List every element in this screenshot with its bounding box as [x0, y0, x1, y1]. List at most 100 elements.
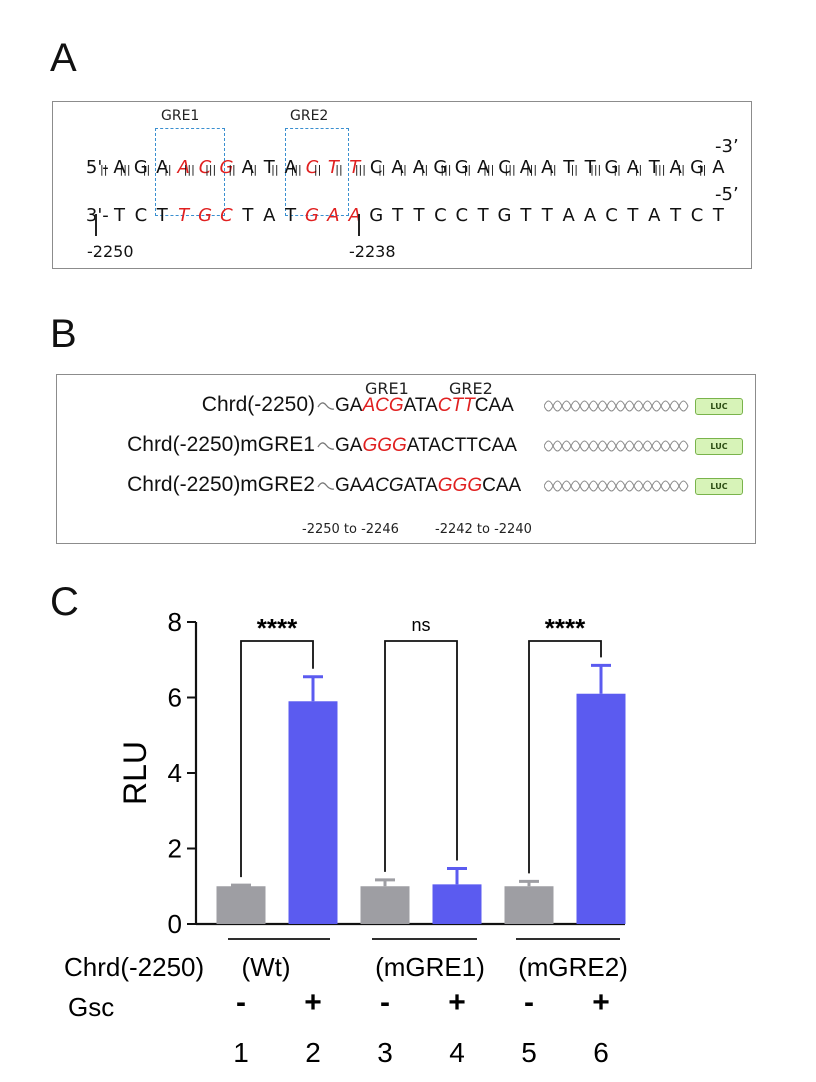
top-strand-base: C: [305, 157, 319, 178]
luciferase-box: LUC: [695, 438, 743, 455]
sequence-panel: GRE1 GRE2 5'- A G A A C G A T A C T T C A A G G A C A A T T G A T A…: [52, 101, 752, 269]
linker-icon: [317, 482, 335, 490]
base-pair-bond: |||: [525, 163, 538, 176]
top-strand-base: T: [563, 157, 575, 178]
gsc-sign: +: [592, 986, 610, 1019]
bottom-strand-base: T: [477, 205, 489, 226]
base-pair-bond: |||: [483, 163, 495, 176]
y-tick-label: 8: [168, 607, 182, 637]
construct-sequence: GAGGGATACTTCAA: [335, 435, 517, 457]
gre1-label: GRE1: [161, 108, 200, 124]
y-tick-label: 4: [168, 758, 182, 788]
base-pair-bond: ||: [378, 163, 386, 176]
lane-number: 2: [305, 1037, 321, 1068]
top-strand-base: T: [263, 157, 275, 178]
significance-bracket: [240, 640, 314, 878]
sequence-segment: ATACTTCAA: [406, 435, 517, 456]
bottom-strand-base: T: [520, 205, 532, 226]
base-pair-bond: |||: [654, 163, 666, 176]
lane-number: 5: [521, 1037, 537, 1068]
base-pair-bond: |||: [354, 163, 366, 176]
top-strand-base: A: [412, 157, 426, 178]
position-tick-left: [95, 214, 97, 236]
bottom-strand-base: T: [670, 205, 682, 226]
sequence-segment: ACG: [362, 475, 404, 496]
top-strand-base: A: [476, 157, 490, 178]
range-label-gre2: -2242 to -2240: [435, 522, 532, 537]
significance-bracket: [384, 640, 458, 872]
sequence-segment: CAA: [474, 395, 514, 416]
base-pair-bond: ||: [99, 163, 108, 176]
bar: [216, 886, 266, 924]
base-pair-bond: ||: [677, 163, 685, 176]
top-strand-base: G: [433, 157, 448, 178]
top-strand-base: A: [177, 157, 190, 178]
bar: [504, 886, 554, 924]
base-pair-bond: ||: [271, 163, 279, 176]
bottom-strand-base: A: [327, 205, 340, 226]
gsc-sign: -: [380, 986, 390, 1019]
bottom-strand-prefix: 3'-: [85, 205, 109, 226]
base-pair-bond: ||: [613, 163, 621, 176]
bottom-strand-base: C: [434, 205, 447, 226]
base-pair-bond: |||: [590, 163, 602, 176]
position-label-left: -2250: [87, 242, 134, 261]
linker-icon: [317, 402, 335, 410]
top-strand-base: C: [369, 157, 383, 178]
plasmid-backbone-icon: [544, 400, 689, 412]
construct-gre2-label: GRE2: [449, 379, 493, 398]
range-label-gre1: -2250 to -2246: [302, 522, 399, 537]
bar: [576, 693, 626, 924]
top-strand-base: A: [519, 157, 533, 178]
bottom-strand-base: A: [263, 205, 276, 226]
top-strand-base: G: [604, 157, 619, 178]
lane-number: 4: [449, 1037, 465, 1068]
bottom-strand-base: T: [178, 205, 190, 226]
gre1-box: [155, 128, 225, 216]
construct-panel: GRE1 GRE2 Chrd(-2250) GAACGATACTTCAA LUC Ch…: [56, 374, 756, 544]
sequence-segment: GA: [335, 475, 363, 496]
bottom-strand-base: A: [348, 205, 361, 226]
top-strand-base: A: [241, 157, 254, 178]
top-strand-base: A: [626, 157, 640, 178]
bottom-strand-base: A: [562, 205, 575, 226]
bottom-strand-base: T: [392, 205, 404, 226]
group-label: (Wt): [241, 952, 290, 982]
base-pair-bond: ||: [142, 163, 151, 176]
bottom-strand-base: T: [413, 205, 425, 226]
position-tick-right: [358, 214, 360, 236]
bottom-strand-base: T: [156, 205, 168, 226]
sequence-segment: ATA: [403, 475, 438, 496]
bottom-strand-base: C: [134, 205, 148, 226]
sequence-segment: GA: [335, 395, 363, 416]
base-pair-bond: ||: [570, 163, 578, 176]
position-label-right: -2238: [349, 242, 396, 261]
top-strand-base: T: [584, 157, 596, 178]
gsc-row-label: Gsc: [68, 992, 114, 1022]
bottom-strand-base: A: [648, 205, 661, 226]
y-tick-label: 6: [168, 683, 182, 713]
luciferase-box: LUC: [695, 478, 743, 495]
top-strand: 5'- A G A A C G A T A C T T C A A G G A C A A T T G A T A G A: [63, 136, 729, 199]
top-strand-base: A: [284, 157, 297, 178]
bar: [288, 701, 338, 924]
base-pair-bond: ||: [249, 163, 258, 176]
top-strand-base: G: [454, 157, 469, 178]
bottom-strand-base: C: [605, 205, 618, 226]
gre2-box: [285, 128, 349, 216]
construct-gre1-label: GRE1: [365, 379, 409, 398]
bottom-strand-suffix: -5’: [715, 184, 739, 205]
top-strand-base: T: [648, 157, 660, 178]
y-tick-label: 2: [168, 834, 182, 864]
top-strand-base: A: [712, 157, 725, 178]
significance-label: ****: [257, 613, 298, 643]
significance-label: ns: [411, 615, 430, 635]
top-strand-base: G: [690, 157, 705, 178]
gsc-sign: +: [304, 986, 322, 1019]
top-strand-base: A: [156, 157, 169, 178]
bar: [360, 886, 410, 924]
sequence-segment: GGG: [437, 475, 483, 496]
top-strand-base: A: [669, 157, 682, 178]
base-pair-bonds: || ||| || || ||| ||| || || || ||| || || ||| || || || |||…: [93, 163, 713, 176]
